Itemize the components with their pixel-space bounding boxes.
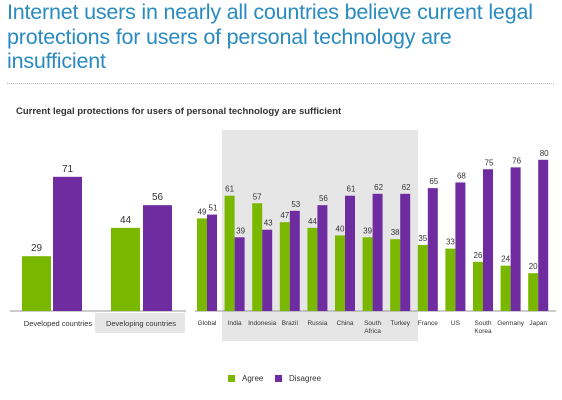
label-agree-developing-countries: 44 — [120, 215, 132, 226]
label-agree-south-korea: 26 — [474, 251, 483, 260]
tick-india: India — [228, 320, 242, 327]
tick-south-africa-line1: South — [364, 320, 381, 327]
bar-disagree-developing-countries — [143, 205, 172, 311]
bar-agree-brazil — [279, 222, 290, 311]
tick-developed-countries: Developed countries — [24, 319, 93, 328]
label-agree-south-africa: 39 — [363, 226, 372, 235]
label-agree-brazil: 47 — [280, 211, 289, 220]
chart-subtitle: Current legal protections for users of p… — [16, 106, 342, 117]
label-disagree-indonesia: 43 — [264, 219, 273, 228]
label-agree-china: 40 — [336, 224, 345, 233]
legend-disagree-label: Disagree — [289, 374, 322, 383]
bar-agree-turkey — [390, 239, 401, 311]
bar-disagree-japan — [538, 159, 549, 311]
label-disagree-brazil: 53 — [291, 200, 300, 209]
label-disagree-india: 39 — [236, 226, 245, 235]
tick-germany: Germany — [497, 320, 524, 327]
bar-agree-china — [335, 235, 345, 311]
bar-disagree-indonesia — [262, 229, 273, 311]
label-agree-germany: 24 — [501, 255, 510, 264]
bar-agree-germany — [500, 265, 511, 311]
label-agree-russia: 44 — [308, 217, 317, 226]
tick-china: China — [337, 320, 354, 327]
bar-disagree-france — [427, 188, 438, 311]
page-title: Internet users in nearly all countries b… — [7, 0, 533, 73]
bar-agree-global — [197, 218, 207, 311]
label-disagree-south-korea: 75 — [485, 158, 494, 167]
bar-agree-developed-countries — [22, 256, 51, 311]
bar-disagree-south-korea — [483, 169, 493, 311]
tick-japan: Japan — [529, 320, 547, 327]
bar-disagree-brazil — [289, 210, 300, 311]
legend-disagree: Disagree — [275, 374, 321, 383]
label-disagree-developing-countries: 56 — [152, 192, 164, 203]
bar-agree-developing-countries — [111, 227, 140, 311]
bar-agree-russia — [307, 227, 318, 311]
agree-swatch — [228, 375, 235, 382]
bar-disagree-south-africa — [372, 193, 383, 311]
highlight-label-box — [95, 313, 185, 333]
bar-agree-japan — [528, 273, 539, 311]
bar-agree-india — [224, 195, 235, 311]
tick-us: US — [451, 320, 461, 327]
label-disagree-south-africa: 62 — [374, 183, 383, 192]
tick-developing-countries: Developing countries — [106, 319, 176, 328]
label-disagree-france: 65 — [429, 177, 438, 186]
tick-brazil: Brazil — [282, 320, 299, 327]
bar-agree-indonesia — [252, 203, 263, 311]
tick-global: Global — [198, 320, 217, 327]
bar-disagree-china — [345, 195, 355, 311]
disagree-swatch — [275, 375, 282, 382]
label-agree-us: 33 — [446, 238, 455, 247]
legend-agree-label: Agree — [242, 374, 264, 383]
label-agree-india: 61 — [225, 185, 234, 194]
tick-turkey: Turkey — [390, 320, 410, 327]
label-agree-global: 49 — [198, 207, 207, 216]
bar-disagree-developed-countries — [53, 176, 82, 311]
label-disagree-china: 61 — [347, 185, 356, 194]
bar-agree-france — [417, 244, 428, 311]
bar-agree-us — [445, 248, 456, 311]
tick-south-korea-line2: Korea — [474, 328, 492, 335]
label-agree-france: 35 — [418, 234, 427, 243]
tick-russia: Russia — [307, 320, 327, 327]
title-divider — [7, 83, 554, 84]
label-disagree-russia: 56 — [319, 194, 328, 203]
label-agree-japan: 20 — [529, 262, 538, 271]
label-agree-turkey: 38 — [391, 228, 400, 237]
bar-disagree-india — [234, 237, 245, 311]
bar-disagree-turkey — [400, 193, 411, 311]
label-agree-developed-countries: 29 — [31, 243, 43, 254]
label-disagree-global: 51 — [209, 204, 218, 213]
legend-agree: Agree — [228, 374, 263, 383]
tick-france: France — [418, 320, 439, 327]
label-disagree-germany: 76 — [512, 156, 521, 165]
bar-disagree-germany — [510, 167, 521, 311]
tick-south-africa-line2: Africa — [364, 328, 381, 335]
label-agree-indonesia: 57 — [253, 192, 262, 201]
bar-disagree-global — [207, 214, 217, 311]
bar-disagree-russia — [317, 205, 328, 311]
label-disagree-turkey: 62 — [402, 183, 411, 192]
tick-south-korea-line1: South — [475, 320, 492, 327]
bar-disagree-us — [455, 182, 466, 311]
bar-agree-south-korea — [473, 261, 483, 311]
bar-agree-south-africa — [362, 237, 373, 311]
label-disagree-japan: 80 — [540, 149, 549, 158]
tick-indonesia: Indonesia — [248, 320, 277, 327]
label-disagree-us: 68 — [457, 171, 466, 180]
label-disagree-developed-countries: 71 — [62, 164, 74, 175]
